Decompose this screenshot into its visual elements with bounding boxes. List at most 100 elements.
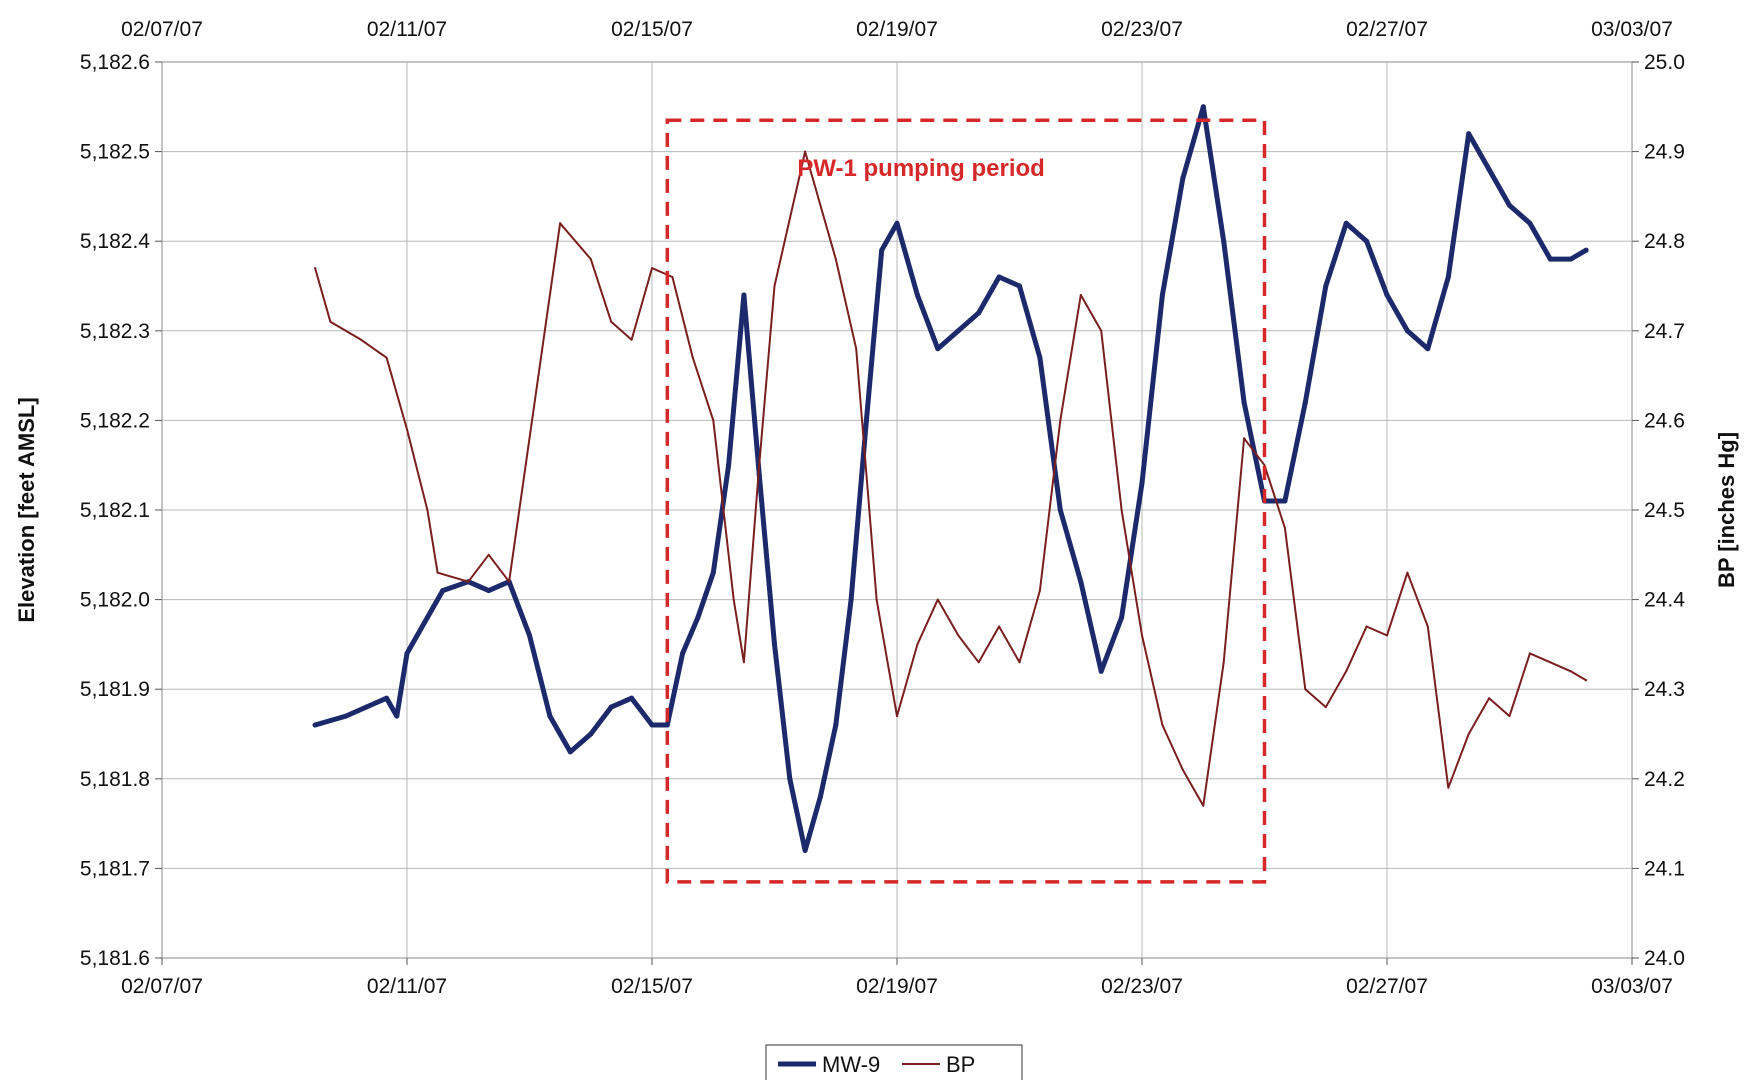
series-bp-point <box>671 276 674 278</box>
series-bp-point <box>1585 679 1588 682</box>
x-tick-label-top: 02/11/07 <box>367 18 447 41</box>
series-bp-point <box>589 258 592 261</box>
series-mw-9-point <box>1139 480 1145 486</box>
legend: MW-9 BP <box>765 1044 1023 1080</box>
series-mw-9-point <box>1221 238 1227 244</box>
right-tick-label: 24.1 <box>1644 857 1685 880</box>
series-mw-9-point <box>802 848 808 853</box>
left-tick-label: 5,182.5 <box>80 141 150 164</box>
series-bp-point <box>1079 294 1082 296</box>
series-bp-point <box>1467 733 1470 735</box>
x-tick-label-top: 02/27/07 <box>1346 18 1428 41</box>
series-mw-9-point <box>695 615 701 620</box>
x-tick-label-bottom: 02/11/07 <box>367 975 447 998</box>
series-bp-point <box>1569 670 1572 673</box>
right-tick-label: 24.4 <box>1644 589 1685 612</box>
series-mw-9-point <box>1507 202 1512 208</box>
annotations: PW-1 pumping period <box>665 118 1267 884</box>
series-lines <box>312 104 1589 853</box>
series-mw-9-point <box>710 570 716 576</box>
series-bp-point <box>758 464 761 467</box>
series-bp-point <box>406 428 408 431</box>
series-bp-point <box>1283 526 1286 529</box>
series-bp-point <box>360 338 363 341</box>
series-bp-point <box>1181 768 1184 771</box>
series-mw-9-point <box>547 713 553 719</box>
series-bp-point <box>1100 329 1103 332</box>
series-mw-9-point <box>914 292 920 298</box>
series-mw-9-point <box>629 695 635 701</box>
series-bp-point <box>936 598 939 601</box>
series-mw-9-point <box>664 722 670 728</box>
left-tick-label: 5,182.2 <box>80 409 150 432</box>
pumping-period-label: PW-1 pumping period <box>797 155 1045 182</box>
series-bp-point <box>610 320 613 323</box>
series-mw-9-point <box>312 722 318 728</box>
right-tick-label: 24.7 <box>1644 320 1685 343</box>
left-axis-title: Elevation [feet AMSL] <box>14 397 39 622</box>
series-bp-point <box>559 222 562 225</box>
series-mw-9-point <box>1180 176 1186 181</box>
right-tick-label: 24.3 <box>1644 678 1685 701</box>
series-mw-9-point <box>726 462 732 468</box>
left-tick-label: 5,182.4 <box>80 230 150 253</box>
series-bp-point <box>1202 804 1205 807</box>
series-bp-point <box>1222 661 1225 664</box>
series-bp-point <box>630 338 633 341</box>
right-tick-label: 24.8 <box>1644 230 1685 253</box>
series-bp-point <box>1528 652 1531 655</box>
series-mw-9-point <box>1527 220 1533 226</box>
series-mw-9-point <box>486 588 492 594</box>
series-bp-point <box>1345 670 1348 673</box>
series-bp-point <box>1304 688 1307 691</box>
series-mw-9-point <box>1282 498 1288 504</box>
left-tick-label: 5,182.3 <box>80 320 150 343</box>
x-tick-label-bottom: 02/23/07 <box>1101 975 1183 998</box>
series-bp-point <box>1263 464 1266 467</box>
series-bp-point <box>916 643 919 646</box>
series-bp-point <box>487 553 490 556</box>
left-tick-label: 5,181.7 <box>80 857 150 880</box>
series-mw-9-point <box>741 292 747 298</box>
series-bp-point <box>528 437 531 440</box>
right-tick-label: 25.0 <box>1644 51 1685 74</box>
series-mw-9-point <box>1200 104 1206 110</box>
x-tick-label-top: 02/19/07 <box>856 18 938 41</box>
right-tick-label: 24.5 <box>1644 499 1685 522</box>
series-bp-point <box>1447 786 1450 789</box>
series-mw-9-point <box>384 695 390 701</box>
pumping-period-box <box>665 118 1267 884</box>
series-mw-9-point <box>680 650 686 656</box>
series-mw-9-point <box>363 704 369 710</box>
x-tick-label-bottom: 02/27/07 <box>1346 975 1428 998</box>
series-bp-point <box>855 347 858 350</box>
x-tick-label-bottom: 02/15/07 <box>611 975 693 998</box>
axes: 5,181.6 5,181.7 5,181.8 5,181.9 5,182.0 5,182… <box>14 18 1739 998</box>
series-mw-9-point <box>894 220 900 226</box>
series-bp-point <box>804 150 807 153</box>
right-tick-label: 24.9 <box>1644 141 1685 164</box>
series-mw-9-point <box>608 704 614 710</box>
series-mw-9-point <box>1486 167 1492 172</box>
series-bp-point <box>732 598 735 601</box>
series-bp-point <box>742 661 745 664</box>
x-tick-label-bottom: 02/07/07 <box>121 975 203 998</box>
series-mw-9-point <box>1547 256 1553 262</box>
series-mw-9-point <box>1343 220 1349 226</box>
series-bp-point <box>467 580 470 583</box>
right-tick-label: 24.2 <box>1644 768 1685 791</box>
left-tick-label: 5,182.0 <box>80 589 150 612</box>
legend-label-mw-9: MW-9 <box>822 1052 880 1077</box>
series-mw-9-point <box>440 588 446 594</box>
series-mw-9-point <box>1017 283 1022 289</box>
series-bp-point <box>1549 661 1552 664</box>
series-mw-9-point <box>833 722 839 728</box>
series-mw-9-point <box>1404 328 1410 334</box>
series-bp-point <box>1120 509 1123 511</box>
x-tick-label-bottom: 03/03/07 <box>1591 975 1673 998</box>
series-bp-point <box>1059 419 1062 422</box>
series-bp-point <box>1508 715 1511 718</box>
right-tick-label: 24.6 <box>1644 409 1685 432</box>
series-bp-line <box>314 150 1588 807</box>
x-tick-label-bottom: 02/19/07 <box>856 975 938 998</box>
